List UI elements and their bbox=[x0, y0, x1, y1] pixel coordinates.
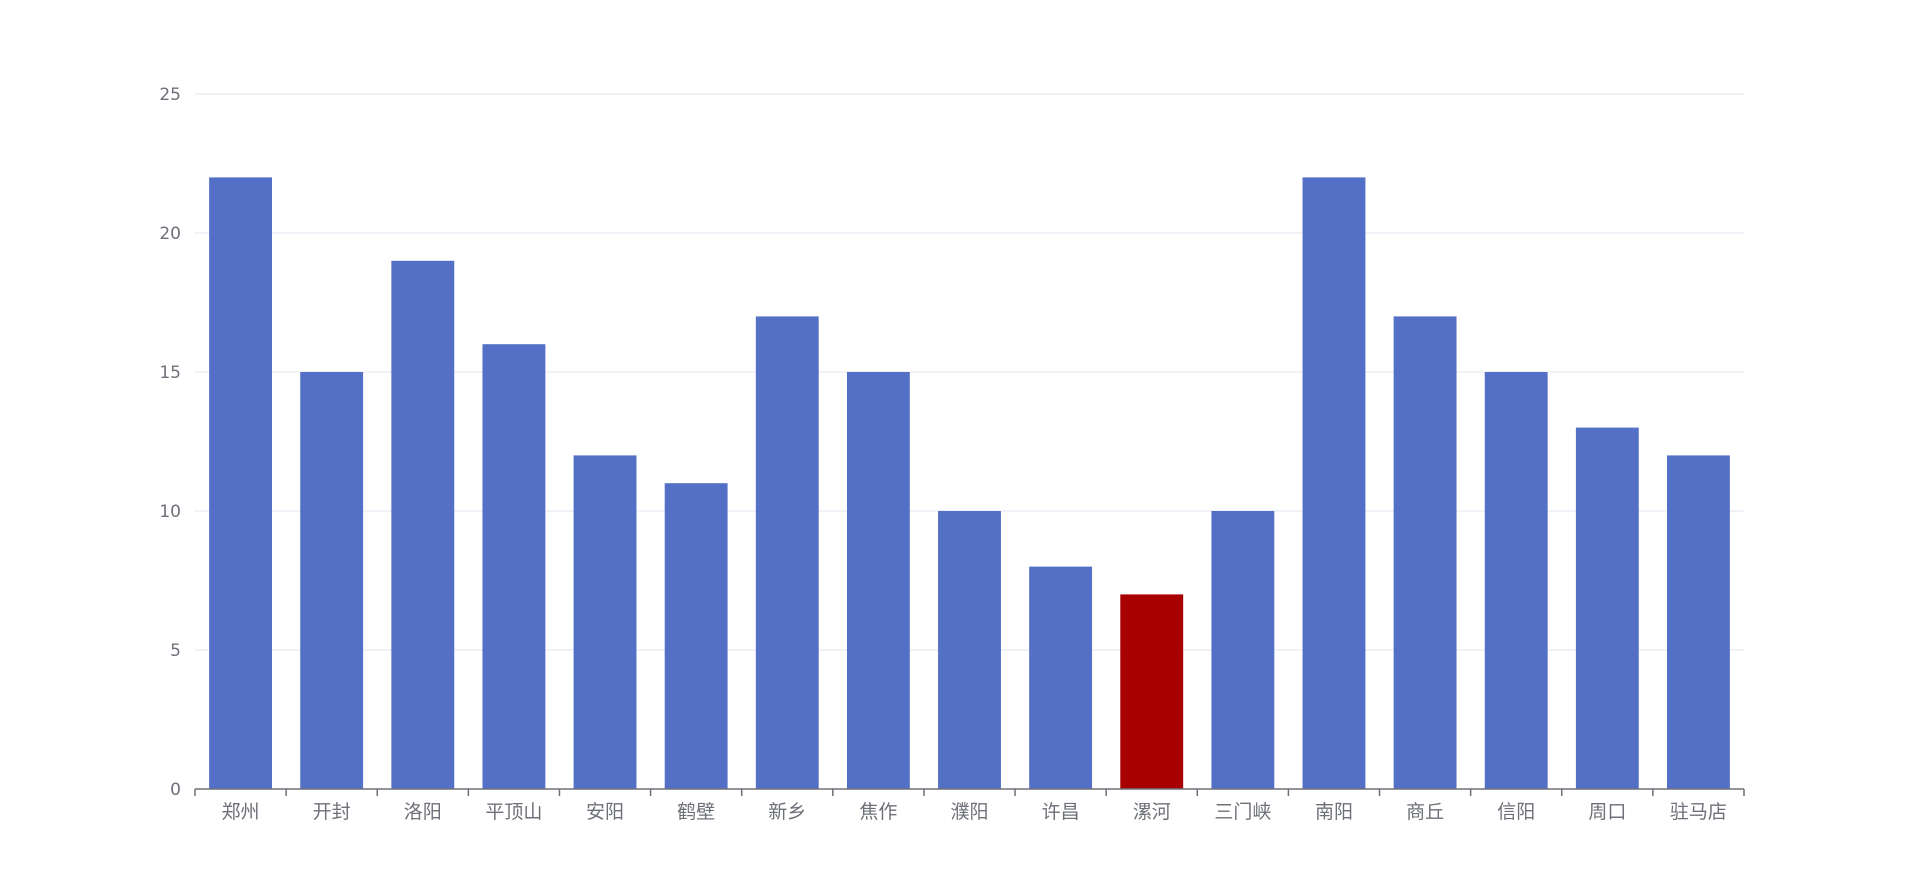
x-tick-label: 商丘 bbox=[1406, 801, 1444, 823]
bar-1[interactable] bbox=[209, 177, 272, 789]
y-tick-label: 15 bbox=[159, 363, 181, 383]
bar-2[interactable] bbox=[300, 372, 364, 789]
bar-4[interactable] bbox=[482, 344, 546, 789]
bar-5[interactable] bbox=[573, 455, 637, 789]
x-tick-label: 安阳 bbox=[586, 801, 624, 823]
x-tick-label: 许昌 bbox=[1042, 801, 1080, 823]
y-tick-label: 25 bbox=[159, 85, 181, 105]
x-tick-label: 鹤壁 bbox=[677, 801, 715, 823]
x-axis-tick-labels: 郑州 开封 洛阳 平顶山 安阳 鹤壁 新乡 焦作 濮阳 许昌 漯河 三门峡 南阳 商丘 信阳 周口 驻马店 bbox=[222, 801, 1727, 823]
x-tick-label: 平顶山 bbox=[485, 801, 542, 823]
bar-15[interactable] bbox=[1484, 372, 1548, 789]
bar-12[interactable] bbox=[1211, 511, 1275, 789]
bar-10[interactable] bbox=[1029, 566, 1093, 789]
y-tick-label: 10 bbox=[159, 502, 181, 522]
x-tick-label: 焦作 bbox=[859, 801, 897, 823]
bar-13[interactable] bbox=[1302, 177, 1366, 789]
x-tick-label: 漯河 bbox=[1133, 801, 1171, 823]
bar-6[interactable] bbox=[664, 483, 728, 789]
x-tick-label: 信阳 bbox=[1497, 801, 1535, 823]
x-tick-label: 驻马店 bbox=[1670, 801, 1727, 823]
bar-9[interactable] bbox=[938, 511, 1001, 789]
y-tick-label: 5 bbox=[170, 641, 181, 661]
x-tick-label: 开封 bbox=[313, 801, 351, 823]
x-tick-label: 濮阳 bbox=[950, 801, 988, 823]
y-axis-tick-labels: 0 5 10 15 20 25 bbox=[159, 85, 181, 800]
x-tick-label: 洛阳 bbox=[404, 801, 442, 823]
bar-3[interactable] bbox=[391, 260, 455, 789]
x-tick-label: 郑州 bbox=[222, 801, 260, 823]
bar-11[interactable] bbox=[1120, 594, 1184, 789]
bar-14[interactable] bbox=[1393, 316, 1457, 789]
bar-16[interactable] bbox=[1575, 427, 1639, 789]
y-tick-label: 0 bbox=[170, 780, 181, 800]
x-axis bbox=[194, 788, 1745, 796]
bars bbox=[209, 177, 1730, 789]
x-tick-label: 南阳 bbox=[1315, 801, 1353, 823]
bar-17[interactable] bbox=[1667, 455, 1730, 789]
y-tick-label: 20 bbox=[159, 224, 181, 244]
x-tick-label: 周口 bbox=[1588, 801, 1626, 823]
x-tick-label: 三门峡 bbox=[1214, 801, 1271, 823]
bar-8[interactable] bbox=[846, 372, 910, 789]
x-tick-label: 新乡 bbox=[768, 801, 806, 823]
bar-7[interactable] bbox=[755, 316, 819, 789]
